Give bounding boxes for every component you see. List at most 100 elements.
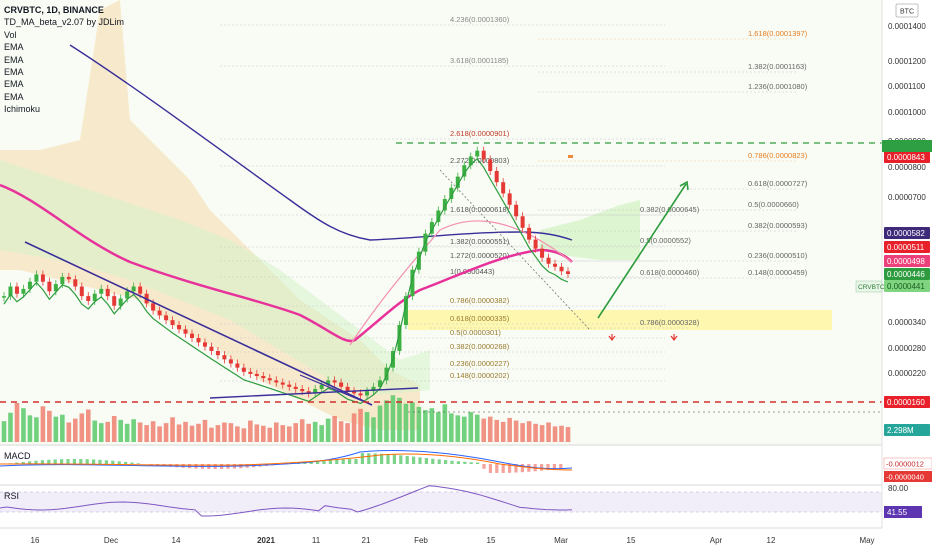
macd-histogram-bar (431, 458, 435, 464)
macd-histogram-bar (354, 459, 358, 464)
fib-level-label: 1.382(0.0001163) (748, 62, 807, 71)
trendline-dotted (439, 169, 591, 331)
candle-body (92, 293, 97, 301)
volume-bar (118, 419, 123, 442)
time-axis-tick: 2021 (257, 536, 275, 545)
time-axis-tick: May (859, 536, 874, 545)
macd-histogram-bar (495, 464, 499, 473)
candle-body (209, 346, 214, 351)
candle-body (371, 386, 376, 392)
candle-body (27, 281, 32, 289)
macd-histogram-bar (412, 456, 416, 464)
legend-indicator[interactable]: Ichimoku (4, 104, 41, 115)
macd-histogram-bar (444, 460, 448, 464)
legend-indicator[interactable]: EMA (4, 79, 24, 90)
candle-body (131, 286, 136, 292)
marker-dot (568, 155, 573, 158)
candle-body (300, 389, 305, 392)
candle-body (378, 380, 382, 387)
macd-histogram-bar (373, 453, 377, 464)
volume-bar (449, 413, 454, 442)
ema-pink-line (0, 183, 573, 343)
trendline-descending (24, 241, 373, 406)
candle-body (403, 296, 408, 325)
volume-bar (124, 423, 130, 442)
candle-body (514, 204, 519, 217)
currency-box (895, 3, 919, 18)
volume-bar (150, 421, 156, 442)
macd-histogram-bar (175, 464, 179, 468)
volume-bar (92, 420, 98, 442)
fib-level-label: 0.382(0.0000593) (748, 221, 808, 230)
chart-legend: CRVBTC, 1D, BINANCE TD_MA_beta_v2.07 by … (4, 4, 124, 116)
macd-histogram-bar (450, 460, 454, 464)
candle-body (99, 288, 104, 294)
rsi-label[interactable]: RSI (4, 491, 20, 501)
candle-body (475, 150, 480, 157)
macd-label[interactable]: MACD (4, 451, 31, 461)
macd-histogram-bar (28, 461, 32, 464)
macd-histogram-bar (98, 459, 102, 464)
macd-histogram-bar (476, 462, 480, 464)
volume-bar (371, 417, 376, 442)
candle-body (332, 380, 337, 383)
macd-histogram-bar (136, 463, 140, 464)
macd-histogram-bar (437, 459, 441, 464)
volume-bar (559, 425, 564, 442)
time-axis-tick: 16 (31, 536, 40, 545)
candle-body (352, 391, 357, 394)
rsi-badge (884, 506, 922, 518)
fib-level-label: 3.618(0.0001185) (450, 56, 509, 65)
legend-indicator[interactable]: Vol (4, 29, 17, 40)
projection-arrow-head (679, 180, 689, 191)
down-arrow-icon (670, 334, 678, 341)
macd-histogram-bar (130, 462, 134, 464)
fib-level-label: 4.236(0.0001360) (450, 15, 510, 24)
fib-level-label: 0.618(0.0000460) (640, 268, 700, 277)
candle-body (540, 248, 545, 258)
macd-histogram-bar (463, 461, 467, 464)
fib-level-label: 1.618(0.0001397) (748, 29, 808, 38)
volume-bar (202, 419, 208, 442)
volume-group (1, 395, 571, 442)
macd-histogram-bar (79, 459, 83, 464)
candle-body (228, 359, 233, 364)
macd-histogram-bar (21, 461, 25, 464)
volume-bar (47, 410, 52, 442)
currency-label: BTC (900, 9, 914, 16)
candle-body (112, 296, 117, 306)
volume-bar (455, 415, 461, 442)
candle-body (248, 371, 253, 374)
macd-histogram-bar (514, 464, 518, 473)
volume-bar (526, 421, 532, 442)
volume-bar (170, 417, 175, 442)
candle-body (339, 382, 344, 387)
volume-bar (8, 412, 13, 442)
legend-indicator[interactable]: EMA (4, 54, 24, 65)
candle-body (196, 338, 201, 343)
time-axis-tick: 21 (362, 536, 371, 545)
macd-histogram-bar (559, 464, 563, 469)
price-badge-text: 0.0000582 (887, 229, 925, 238)
volume-bar (228, 423, 234, 442)
legend-indicator[interactable]: TD_MA_beta_v2.07 by JDLim (4, 17, 125, 28)
volume-bar (487, 416, 493, 442)
macd-histogram-bar (316, 460, 320, 464)
legend-indicator[interactable]: EMA (4, 91, 24, 102)
candle-body (222, 355, 227, 360)
candle-body (34, 274, 39, 282)
legend-indicator[interactable]: EMA (4, 67, 24, 78)
macd-histogram-bar (328, 459, 332, 464)
volume-bar (377, 405, 383, 442)
legend-indicator[interactable]: EMA (4, 42, 24, 53)
candle-body (241, 367, 246, 372)
time-axis-tick: Apr (710, 536, 723, 545)
time-axis-tick: 15 (487, 536, 496, 545)
volume-bar (513, 420, 519, 442)
candle-body (190, 333, 194, 338)
price-axis-tick: 0.0001000 (888, 108, 926, 117)
macd-histogram-bar (508, 464, 512, 473)
macd-histogram-bar (456, 461, 460, 464)
